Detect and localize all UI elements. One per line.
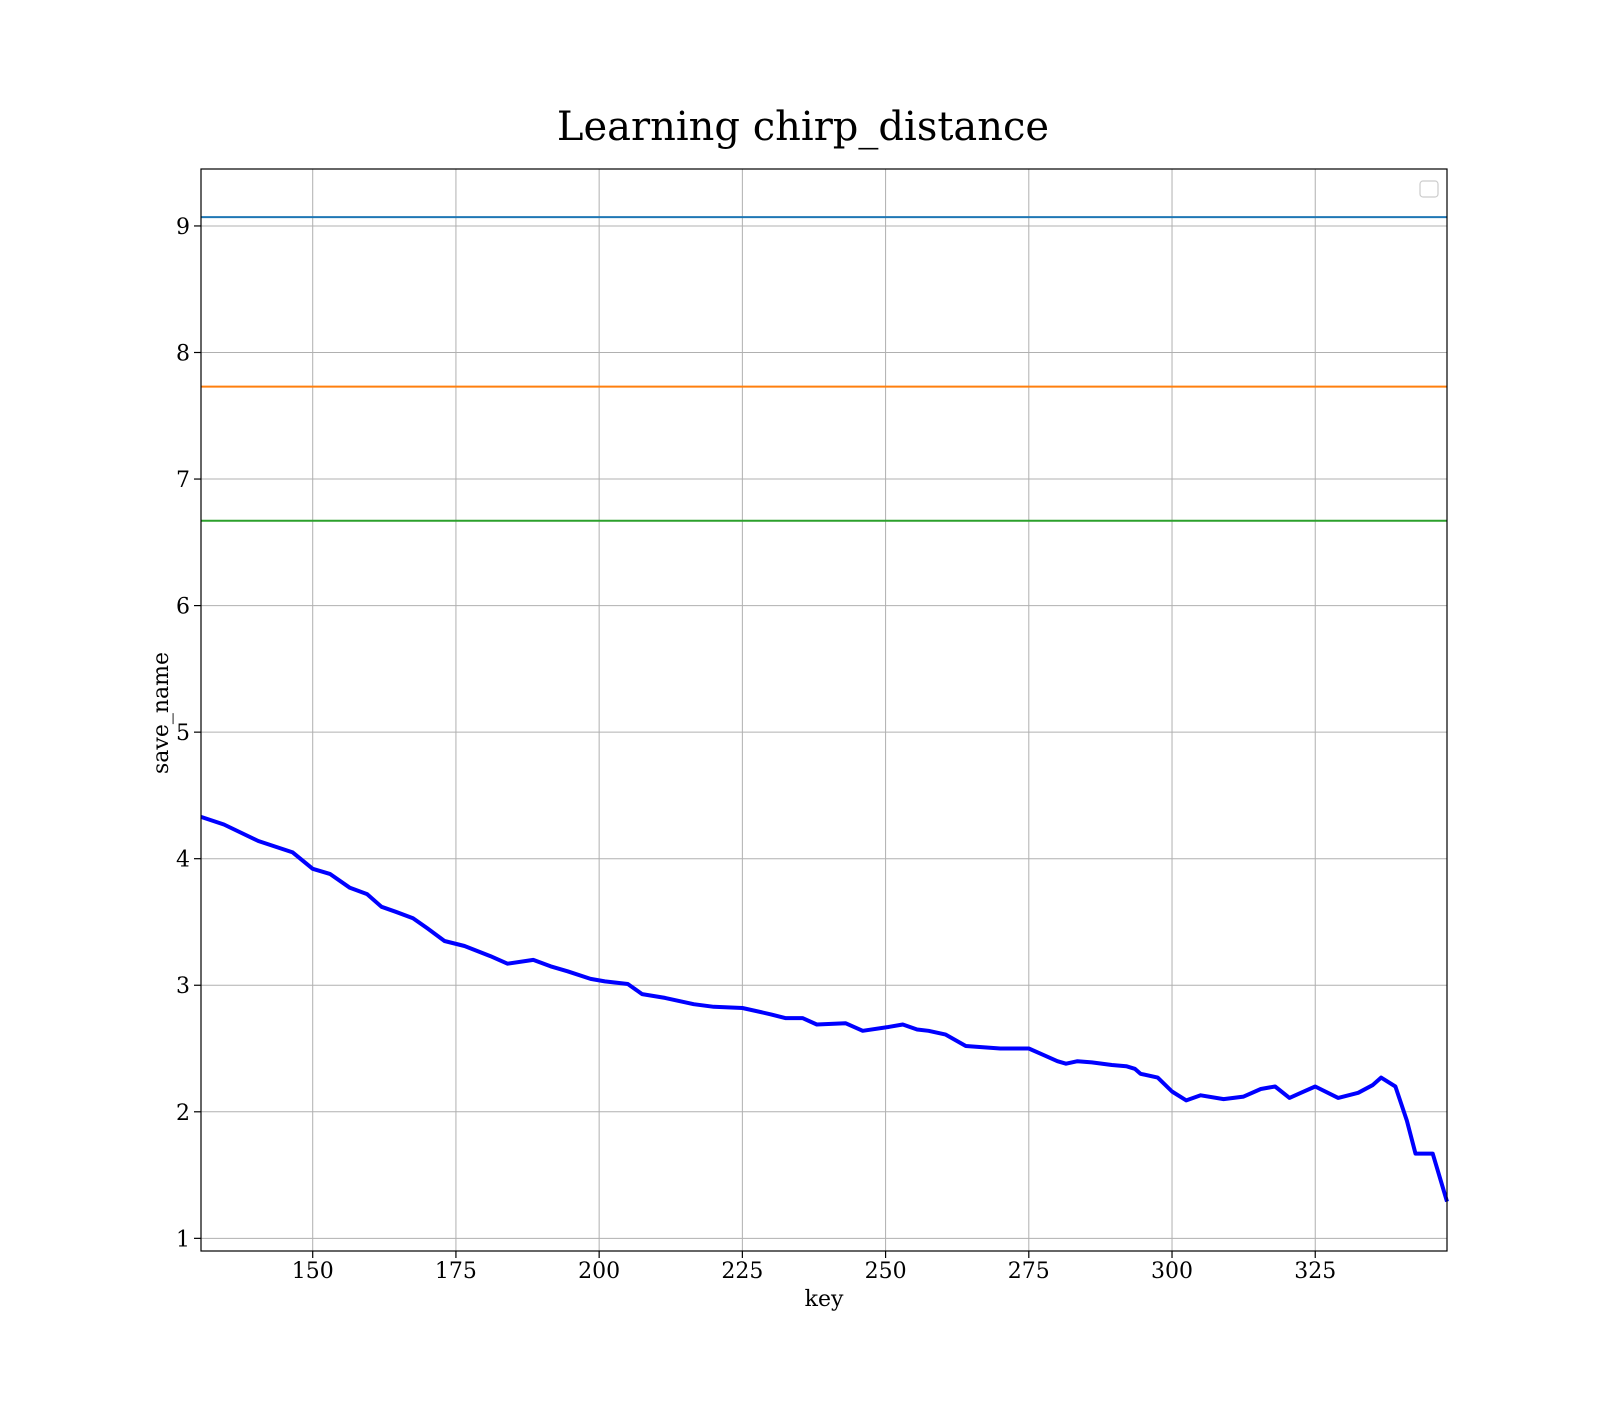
- x-tick-label: 150: [292, 1259, 334, 1284]
- legend-box: [1419, 180, 1439, 198]
- x-tick-label: 225: [721, 1259, 763, 1284]
- x-tick-label: 300: [1151, 1259, 1193, 1284]
- x-tick-label: 275: [1008, 1259, 1050, 1284]
- y-tick-label: 8: [176, 341, 190, 366]
- y-axis-label: save_name: [149, 652, 174, 774]
- reference-lines: [201, 216, 1447, 522]
- y-tick-label: 7: [176, 468, 190, 493]
- tick-labels: 150 175 200 225 250 275 300 325 1 2 3 4 5 6 7 8 9: [176, 215, 1336, 1284]
- x-axis-label: key: [805, 1287, 844, 1312]
- x-tick-label: 200: [578, 1259, 620, 1284]
- y-tick-label: 1: [176, 1227, 190, 1252]
- y-tick-label: 9: [176, 215, 190, 240]
- y-tick-label: 4: [176, 848, 190, 873]
- y-tick-label: 3: [176, 974, 190, 999]
- y-tick-label: 2: [176, 1101, 190, 1126]
- axes: [194, 168, 1448, 1258]
- grid-lines: [201, 169, 1447, 1251]
- plot-frame: [200, 168, 1448, 1252]
- y-tick-label: 6: [176, 595, 190, 620]
- series-line: [200, 815, 1449, 1203]
- x-tick-label: 325: [1294, 1259, 1336, 1284]
- y-tick-label: 5: [176, 721, 190, 746]
- x-tick-label: 175: [435, 1259, 477, 1284]
- series-lines: [200, 815, 1449, 1203]
- chart-title: Learning chirp_distance: [557, 104, 1049, 150]
- x-tick-label: 250: [865, 1259, 907, 1284]
